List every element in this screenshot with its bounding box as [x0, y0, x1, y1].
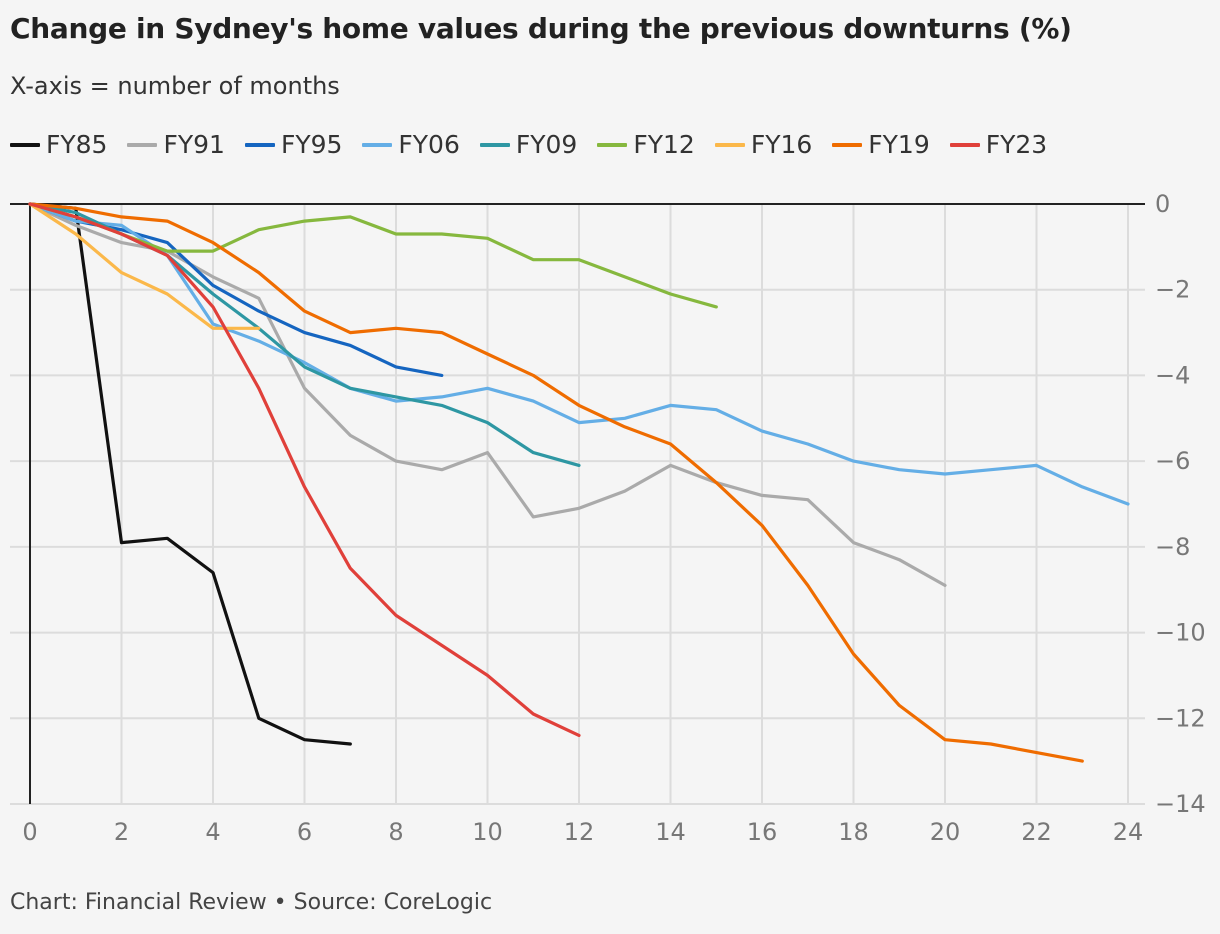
grid-lines: [10, 204, 1145, 805]
legend-swatch: [479, 142, 510, 147]
legend-swatch: [949, 142, 980, 147]
series-line-fy23: [28, 202, 581, 738]
legend-swatch: [127, 142, 158, 147]
legend-item-fy19: FY19: [832, 130, 930, 159]
series-line-fy06: [28, 202, 1130, 506]
legend-item-fy23: FY23: [949, 130, 1048, 159]
x-tick-label: 24: [1113, 818, 1144, 846]
series-line-fy85: [28, 202, 352, 746]
legend-label: FY85: [46, 130, 108, 159]
legend-label: FY95: [280, 130, 343, 159]
legend-label: FY09: [515, 130, 578, 159]
series-line-fy91: [28, 202, 947, 587]
chart-title: Change in Sydney's home values during th…: [10, 12, 1072, 45]
x-tick-label: 8: [388, 818, 403, 846]
x-tick-label: 2: [114, 818, 129, 846]
x-tick-label: 22: [1021, 818, 1052, 846]
series-lines: [28, 202, 1130, 763]
legend-label: FY12: [633, 130, 695, 159]
legend-item-fy16: FY16: [714, 130, 813, 159]
legend: FY85 FY91 FY95 FY06 FY09 FY12 FY16 FY19 FY23: [10, 130, 1047, 159]
legend-swatch: [244, 142, 275, 147]
x-tick-label: 6: [297, 818, 312, 846]
x-tick-label: 0: [22, 818, 37, 846]
legend-swatch: [832, 142, 863, 147]
tick-labels: 0 2 4 6 8 10 12 14 16 18 20 22 240−2−4−6−8−10−12−14: [22, 190, 1205, 846]
legend-label: FY91: [163, 130, 225, 159]
legend-label: FY06: [398, 130, 460, 159]
y-tick-label: −2: [1155, 276, 1190, 304]
y-tick-label: −12: [1155, 704, 1206, 732]
legend-swatch: [714, 142, 745, 147]
chart-subtitle: X-axis = number of months: [10, 72, 340, 100]
x-tick-label: 10: [472, 818, 503, 846]
y-tick-label: 0: [1155, 190, 1170, 218]
legend-item-fy12: FY12: [597, 130, 695, 159]
legend-item-fy85: FY85: [10, 130, 107, 159]
legend-item-fy06: FY06: [362, 130, 460, 159]
legend-label: FY19: [868, 130, 930, 159]
legend-label: FY23: [985, 130, 1048, 159]
y-tick-label: −6: [1155, 447, 1190, 475]
x-tick-label: 20: [930, 818, 961, 846]
series-line-fy19: [28, 202, 1084, 763]
legend-item-fy91: FY91: [127, 130, 225, 159]
y-tick-label: −8: [1155, 533, 1190, 561]
legend-swatch: [597, 142, 628, 147]
legend-item-fy09: FY09: [479, 130, 578, 159]
x-tick-label: 16: [747, 818, 778, 846]
axes: [10, 203, 1145, 804]
x-tick-label: 12: [564, 818, 595, 846]
x-tick-label: 18: [838, 818, 869, 846]
source-credit: Chart: Financial Review • Source: CoreLo…: [10, 890, 493, 915]
legend-swatch: [362, 142, 393, 147]
legend-swatch: [10, 142, 40, 147]
series-line-fy16: [28, 202, 261, 330]
legend-item-fy95: FY95: [244, 130, 343, 159]
series-line-fy12: [28, 202, 718, 309]
y-tick-label: −4: [1155, 361, 1190, 389]
y-tick-label: −14: [1155, 790, 1206, 818]
y-tick-label: −10: [1155, 619, 1206, 647]
x-tick-label: 4: [205, 818, 220, 846]
line-chart: 0 2 4 6 8 10 12 14 16 18 20 22 240−2−4−6−8−10−12−14: [10, 190, 1206, 846]
x-tick-label: 14: [655, 818, 686, 846]
legend-label: FY16: [750, 130, 813, 159]
